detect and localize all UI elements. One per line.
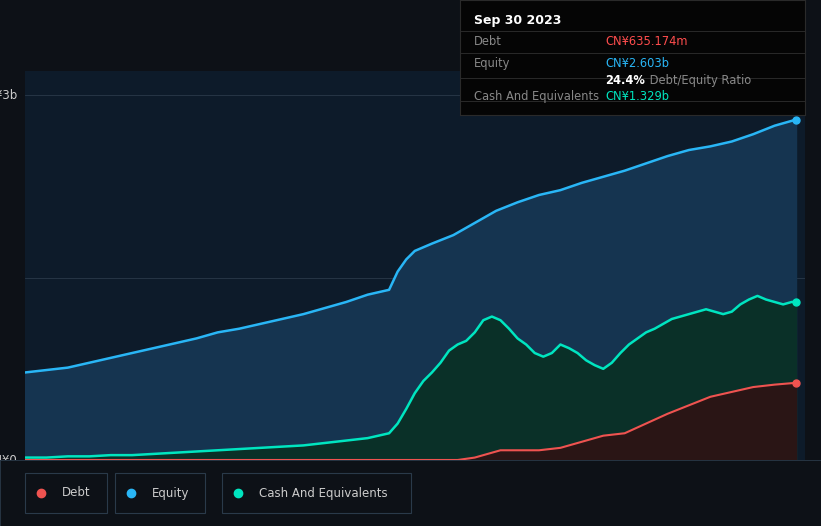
Text: CN¥635.174m: CN¥635.174m — [605, 35, 687, 48]
Text: Equity: Equity — [152, 487, 190, 500]
Text: CN¥2.603b: CN¥2.603b — [605, 57, 669, 70]
Text: Equity: Equity — [474, 57, 510, 70]
Text: Sep 30 2023: Sep 30 2023 — [474, 14, 562, 27]
Text: CN¥1.329b: CN¥1.329b — [605, 90, 669, 103]
Text: CN¥0: CN¥0 — [0, 453, 17, 467]
Text: Cash And Equivalents: Cash And Equivalents — [474, 90, 599, 103]
Text: CN¥3b: CN¥3b — [0, 89, 17, 102]
Text: Cash And Equivalents: Cash And Equivalents — [259, 487, 388, 500]
Text: 24.4%: 24.4% — [605, 74, 644, 87]
Text: Debt: Debt — [474, 35, 502, 48]
Text: Debt/Equity Ratio: Debt/Equity Ratio — [646, 74, 751, 87]
Text: Debt: Debt — [62, 487, 90, 500]
